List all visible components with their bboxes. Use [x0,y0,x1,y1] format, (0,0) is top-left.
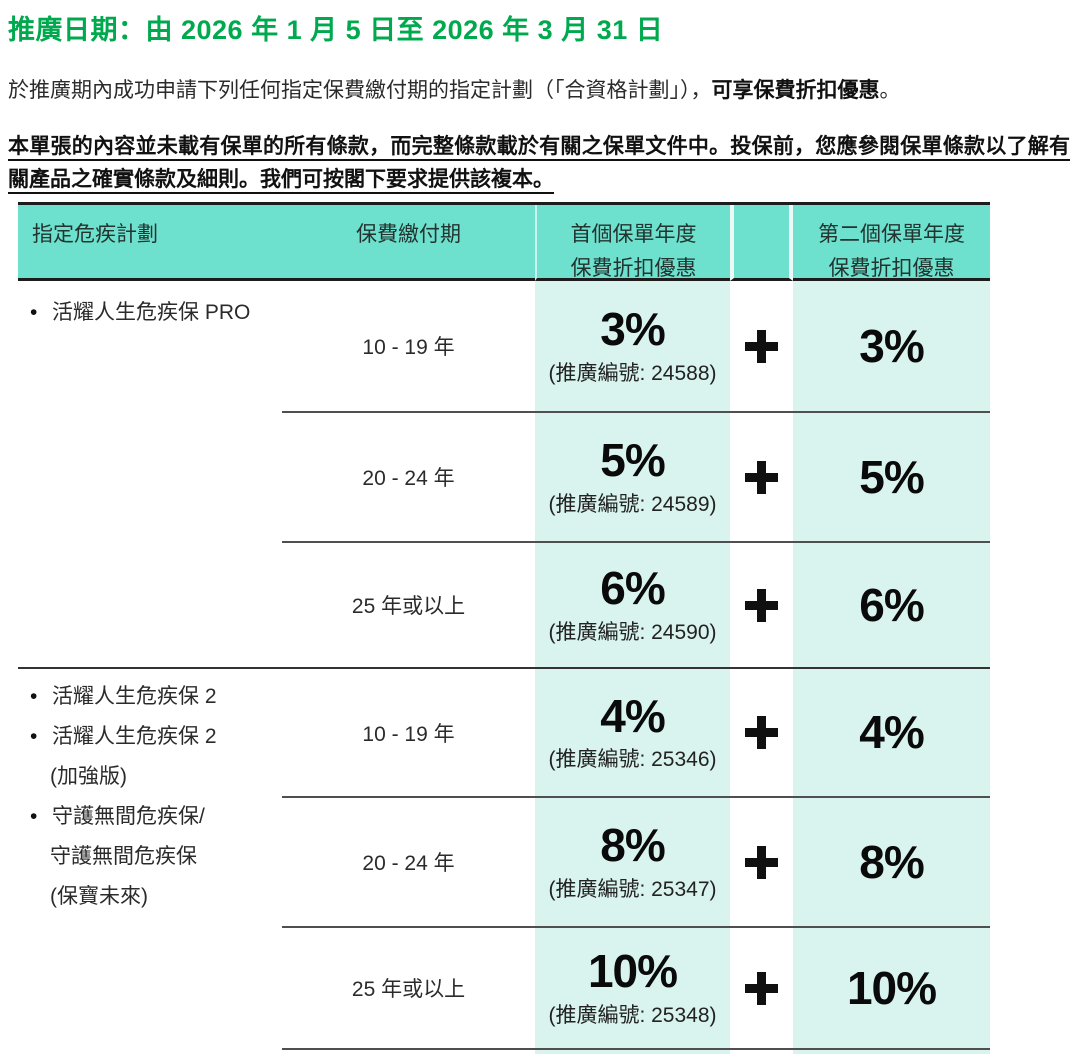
plus-icon [745,716,778,749]
first-year-discount-cell: 10% (推廣編號: 25348) [535,926,730,1048]
table-bottom-rule [730,1048,793,1054]
header-second-year: 第二個保單年度 保費折扣優惠 [793,205,990,281]
discount-percentage: 6% [859,578,924,631]
plus-icon [745,588,778,622]
intro-paragraph: 於推廣期內成功申請下列任何指定保費繳付期的指定計劃（「合資格計劃」），可享保費折… [8,76,1076,106]
plus-icon [745,460,778,494]
second-year-discount-cell: 3% [793,281,990,411]
intro-period: 。 [879,79,901,102]
plan-name: 活耀人生危疾保 PRO [52,301,251,324]
bullet-icon: • [30,685,38,708]
header-first-year: 首個保單年度 保費折扣優惠 [535,205,730,281]
header-payment-term: 保費繳付期 [282,205,535,281]
teal-column-stub [535,1048,730,1054]
discount-percentage: 4% [600,689,665,742]
first-year-discount-cell: 5% (推廣編號: 24589) [535,411,730,541]
header-first-year-line1: 首個保單年度 [570,223,697,246]
plan-item: • 活耀人生危疾保 PRO [28,293,274,333]
plus-cell [730,926,793,1048]
plan-name-continued: (加強版) [50,765,127,788]
plus-cell [730,281,793,411]
bullet-icon: • [30,301,38,324]
promo-code: (推廣編號: 24589) [548,492,717,516]
term-cell: 10 - 19 年 [282,667,535,796]
discount-table: 指定危疾計劃 保費繳付期 首個保單年度 保費折扣優惠 第二個保單年度 保費折扣優… [18,202,990,1054]
first-year-discount-cell: 6% (推廣編號: 24590) [535,541,730,667]
first-year-discount-cell: 8% (推廣編號: 25347) [535,796,730,926]
first-year-discount-cell: 3% (推廣編號: 24588) [535,281,730,411]
term-cell: 20 - 24 年 [282,411,535,541]
plan-item: • 守護無間危疾保/ [28,797,274,837]
disclaimer-paragraph: 本單張的內容並未載有保單的所有條款，而完整條款載於有關之保單文件中。投保前，您應… [8,135,1070,191]
plus-cell [730,541,793,667]
header-plan: 指定危疾計劃 [18,205,282,281]
discount-percentage: 5% [859,450,924,503]
header-second-year-line2: 保費折扣優惠 [828,257,955,280]
plan-item: • 活耀人生危疾保 2 [28,717,274,757]
second-year-discount-cell: 5% [793,411,990,541]
promo-code: (推廣編號: 25347) [548,877,717,901]
plan-list-group1: • 活耀人生危疾保 PRO [18,281,282,667]
promo-code: (推廣編號: 24588) [548,361,717,385]
plan-name-continued: (保寶未來) [50,885,148,908]
bullet-icon: • [30,805,38,828]
plan-name: 守護無間危疾保/ [52,805,205,828]
header-plus-spacer [730,205,793,281]
discount-percentage: 10% [846,961,937,1014]
first-year-discount-cell: 4% (推廣編號: 25346) [535,667,730,796]
discount-percentage: 8% [600,819,665,872]
table-bottom-rule [282,1048,535,1054]
discount-percentage: 5% [600,434,665,487]
plus-icon [745,329,778,363]
second-year-discount-cell: 4% [793,667,990,796]
bullet-icon: • [30,725,38,748]
term-cell: 25 年或以上 [282,926,535,1048]
second-year-discount-cell: 6% [793,541,990,667]
promo-code: (推廣編號: 25346) [548,748,717,772]
plan-name-continued: 守護無間危疾保 [50,845,197,868]
header-first-year-line2: 保費折扣優惠 [570,257,697,280]
term-cell: 25 年或以上 [282,541,535,667]
discount-percentage: 8% [859,835,924,888]
plan-name: 活耀人生危疾保 2 [52,725,217,748]
header-second-year-line1: 第二個保單年度 [818,223,965,246]
plus-icon [745,971,778,1005]
promo-code: (推廣編號: 24590) [548,620,717,644]
plus-icon [745,845,778,879]
term-cell: 20 - 24 年 [282,796,535,926]
plus-cell [730,796,793,926]
term-cell: 10 - 19 年 [282,281,535,411]
plan-list-group2: • 活耀人生危疾保 2 • 活耀人生危疾保 2 (加強版) • 守護無間危疾保/… [18,667,282,1048]
plus-cell [730,667,793,796]
intro-highlight: 可享保費折扣優惠 [711,79,880,102]
discount-percentage: 6% [600,562,665,615]
intro-text: 於推廣期內成功申請下列任何指定保費繳付期的指定計劃（「合資格計劃」）， [8,79,712,102]
promo-period-title: 推廣日期：由 2026 年 1 月 5 日至 2026 年 3 月 31 日 [8,15,664,45]
teal-column-stub [793,1048,990,1054]
second-year-discount-cell: 8% [793,796,990,926]
discount-percentage: 3% [600,303,665,356]
plan-name: 活耀人生危疾保 2 [52,685,217,708]
plus-cell [730,411,793,541]
promo-code: (推廣編號: 25348) [548,1003,717,1027]
discount-percentage: 3% [859,319,924,372]
discount-percentage: 10% [587,945,678,998]
discount-percentage: 4% [859,706,924,759]
second-year-discount-cell: 10% [793,926,990,1048]
plan-item: • 活耀人生危疾保 2 [28,677,274,717]
